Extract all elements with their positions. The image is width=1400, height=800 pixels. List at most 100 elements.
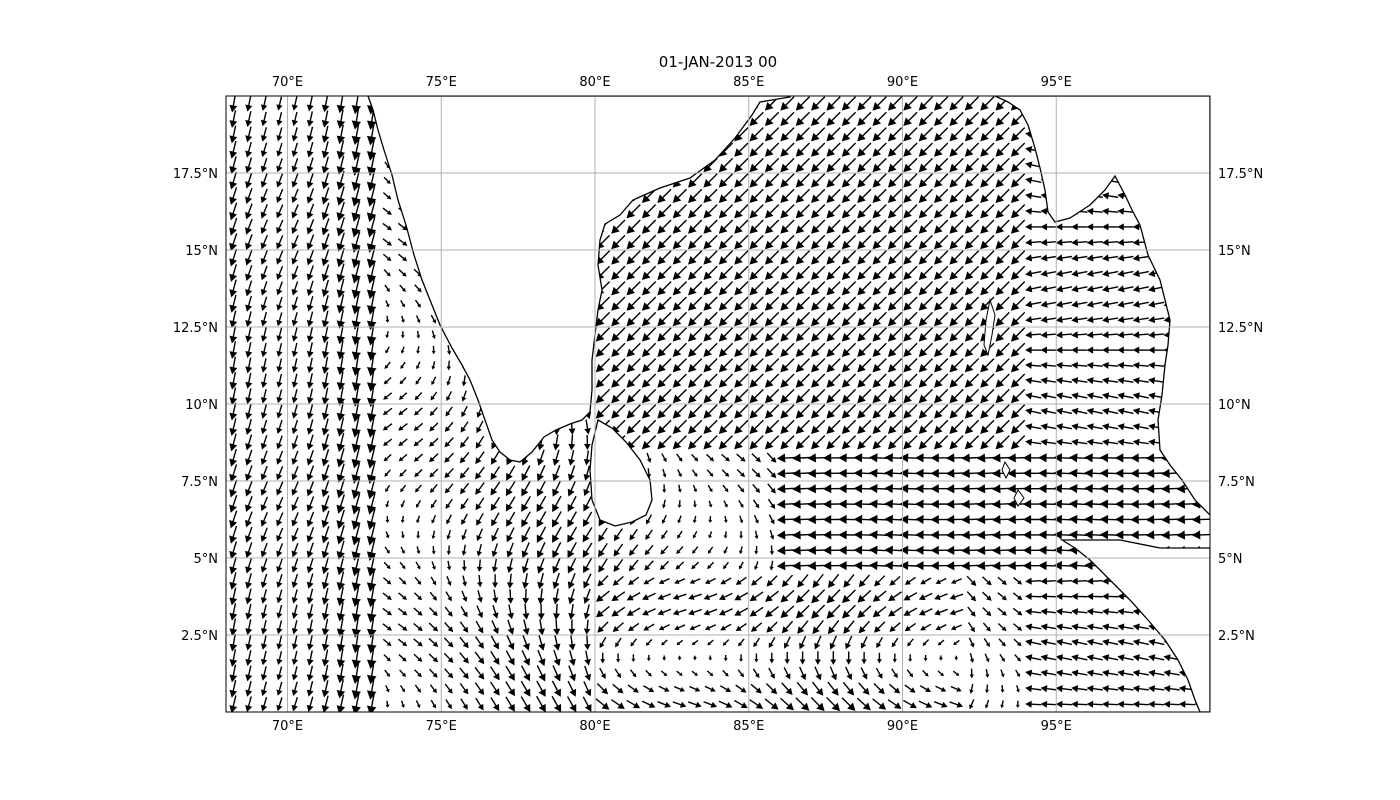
wind-arrow	[1102, 623, 1119, 631]
wind-arrow	[857, 404, 872, 419]
wind-arrow	[838, 484, 860, 494]
wind-arrow	[688, 608, 702, 616]
wind-arrow	[888, 683, 901, 694]
wind-arrow	[1071, 254, 1088, 262]
wind-arrow	[613, 558, 624, 573]
wind-arrow	[764, 188, 780, 204]
wind-arrow	[983, 637, 990, 648]
wind-arrow	[229, 187, 238, 205]
wind-arrow	[431, 376, 437, 386]
wind-arrow	[306, 388, 314, 404]
wind-arrow	[291, 281, 299, 296]
wind-arrow	[1040, 300, 1057, 308]
wind-arrow	[826, 142, 841, 157]
wind-arrow	[276, 112, 283, 127]
wind-arrow	[611, 591, 626, 602]
wind-arrow	[291, 111, 298, 127]
wind-arrow	[595, 373, 611, 388]
wind-arrow	[930, 468, 952, 478]
wind-arrow	[1176, 484, 1198, 494]
wind-arrow	[657, 234, 672, 250]
wind-arrow	[826, 281, 841, 296]
wind-arrow	[703, 281, 718, 296]
wind-arrow	[366, 323, 377, 346]
wind-arrow	[976, 499, 998, 509]
wind-arrow	[552, 665, 561, 682]
wind-arrow	[1040, 346, 1057, 354]
wind-arrow	[1132, 346, 1149, 354]
wind-arrow	[245, 342, 253, 358]
wind-arrow	[1055, 669, 1073, 677]
wind-arrow	[429, 607, 438, 617]
wind-arrow	[860, 636, 868, 649]
wind-arrow	[306, 480, 315, 497]
wind-arrow	[822, 514, 844, 525]
wind-arrow	[520, 665, 531, 682]
wind-arrow	[736, 468, 746, 478]
wind-arrow	[245, 141, 253, 158]
wind-arrow	[276, 296, 283, 311]
wind-arrow	[887, 142, 903, 157]
wind-arrow	[807, 530, 829, 540]
wind-arrow	[1148, 700, 1165, 708]
wind-arrow	[811, 204, 826, 219]
wind-arrow	[749, 296, 764, 311]
wind-arrow	[582, 542, 593, 558]
wind-arrow	[595, 388, 611, 404]
wind-arrow	[872, 342, 887, 358]
wind-arrow	[351, 524, 361, 546]
wind-arrow	[660, 545, 669, 555]
wind-arrow	[291, 650, 298, 666]
wind-arrow	[336, 417, 346, 437]
wind-arrow	[964, 127, 980, 142]
wind-arrow	[641, 435, 657, 450]
wind-arrow	[857, 373, 872, 388]
wind-arrow	[734, 358, 749, 373]
wind-arrow	[872, 142, 887, 157]
wind-arrow	[995, 296, 1010, 311]
latitude-label: 17.5°N	[1218, 167, 1263, 182]
wind-arrow	[811, 358, 826, 373]
wind-arrow	[615, 637, 622, 648]
wind-arrow	[321, 572, 330, 590]
wind-arrow	[769, 560, 774, 571]
wind-arrow	[336, 340, 346, 360]
wind-arrow	[1117, 315, 1134, 324]
wind-arrow	[1102, 300, 1119, 308]
wind-arrow	[537, 603, 545, 620]
wind-arrow	[918, 608, 933, 616]
wind-arrow	[995, 142, 1010, 157]
wind-arrow	[776, 499, 798, 509]
wind-arrow	[734, 435, 749, 450]
wind-arrow	[703, 234, 718, 250]
wind-arrow	[414, 299, 421, 308]
wind-arrow	[260, 204, 268, 219]
wind-arrow	[768, 514, 775, 525]
wind-arrow	[1022, 499, 1044, 509]
wind-arrow	[641, 281, 657, 296]
wind-arrow	[1132, 238, 1149, 246]
wind-arrow	[291, 312, 298, 327]
wind-arrow	[643, 685, 655, 693]
wind-arrow	[945, 453, 967, 463]
wind-arrow	[567, 557, 577, 574]
wind-arrow	[776, 515, 798, 525]
wind-arrow	[1040, 592, 1057, 600]
wind-arrow	[1010, 265, 1026, 281]
wind-arrow	[872, 435, 887, 450]
wind-arrow	[476, 543, 483, 557]
wind-arrow	[229, 572, 238, 590]
wind-arrow	[611, 265, 626, 281]
wind-arrow	[980, 404, 995, 419]
wind-arrow	[692, 515, 697, 524]
wind-arrow	[934, 311, 949, 327]
wind-arrow	[708, 531, 713, 539]
wind-arrow	[795, 157, 810, 173]
wind-arrow	[595, 605, 610, 618]
wind-arrow	[366, 369, 377, 392]
wind-arrow	[489, 666, 500, 681]
wind-arrow	[735, 622, 747, 632]
longitude-label: 90°E	[887, 719, 918, 734]
wind-arrow	[903, 296, 918, 311]
wind-arrow	[689, 685, 701, 692]
